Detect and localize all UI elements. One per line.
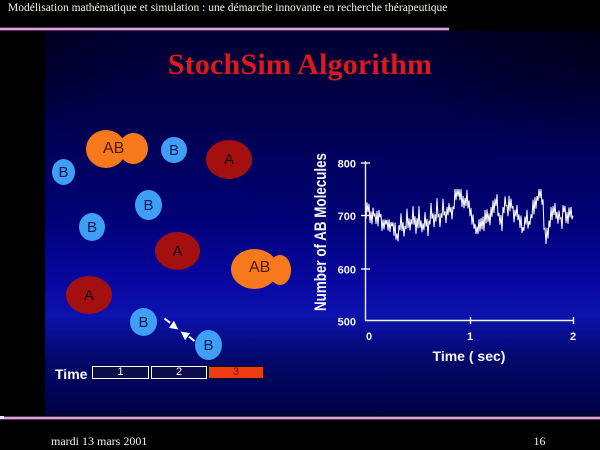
svg-text:Number of AB Molecules: Number of AB Molecules (311, 153, 330, 311)
svg-text:2: 2 (570, 331, 576, 343)
svg-text:800: 800 (338, 159, 356, 171)
svg-text:1: 1 (467, 331, 473, 343)
svg-text:700: 700 (338, 211, 356, 223)
svg-text:Time ( sec): Time ( sec) (433, 348, 506, 364)
svg-text:500: 500 (338, 317, 356, 329)
svg-text:0: 0 (366, 331, 372, 343)
svg-text:600: 600 (338, 265, 356, 277)
